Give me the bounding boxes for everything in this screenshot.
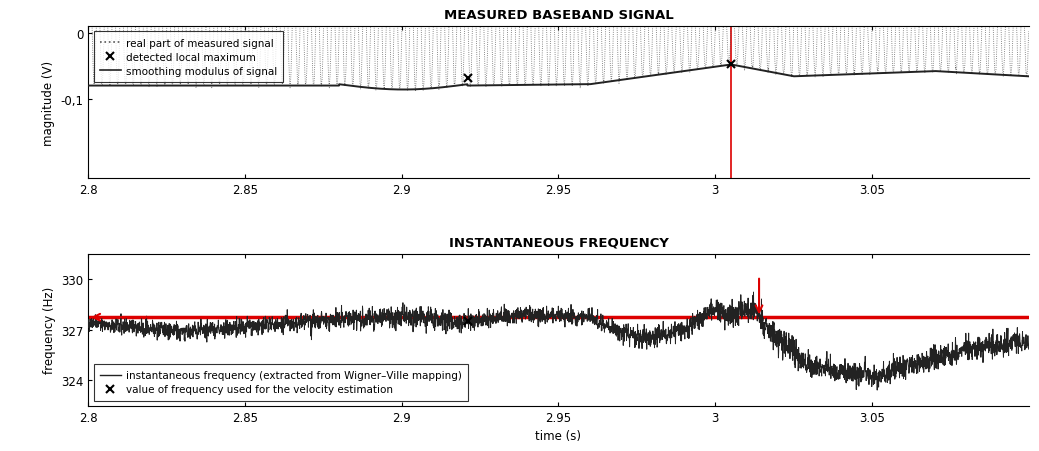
Title: MEASURED BASEBAND SIGNAL: MEASURED BASEBAND SIGNAL xyxy=(444,9,673,22)
X-axis label: time (s): time (s) xyxy=(535,429,582,442)
Legend: instantaneous frequency (extracted from Wigner–Ville mapping), value of frequenc: instantaneous frequency (extracted from … xyxy=(94,364,468,400)
Y-axis label: magnitude (V): magnitude (V) xyxy=(42,60,55,145)
Title: INSTANTANEOUS FREQUENCY: INSTANTANEOUS FREQUENCY xyxy=(449,236,668,249)
Y-axis label: frequency (Hz): frequency (Hz) xyxy=(43,286,55,374)
Legend: real part of measured signal, detected local maximum, smoothing modulus of signa: real part of measured signal, detected l… xyxy=(94,32,284,83)
